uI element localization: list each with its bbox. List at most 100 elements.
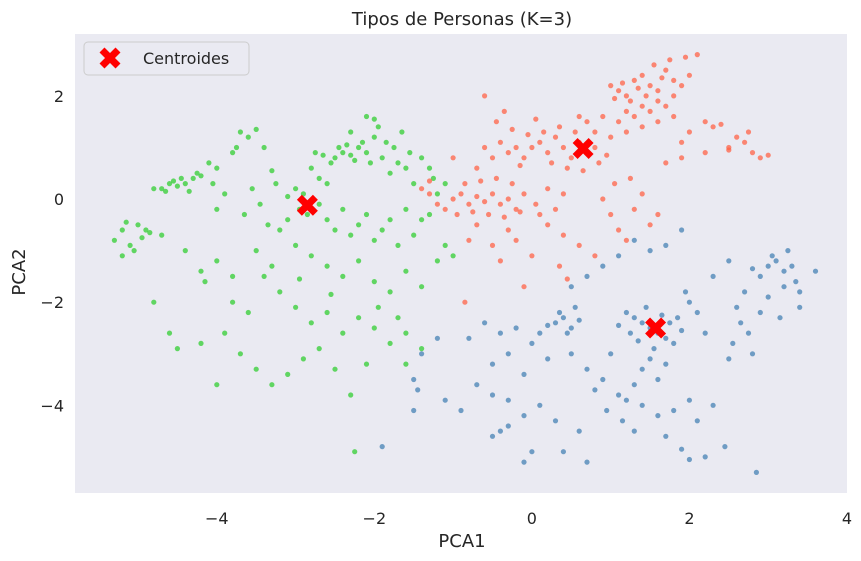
scatter-point: [363, 361, 370, 367]
scatter-point: [285, 217, 291, 223]
scatter-point: [501, 108, 507, 114]
scatter-point: [671, 93, 677, 99]
scatter-point: [730, 340, 736, 346]
scatter-point: [442, 397, 448, 403]
scatter-point: [285, 193, 291, 200]
scatter-point: [434, 335, 440, 341]
scatter-point: [403, 330, 409, 336]
scatter-point: [663, 242, 669, 248]
scatter-point: [608, 134, 614, 140]
scatter-point: [387, 217, 393, 223]
scatter-point: [639, 366, 645, 372]
scatter-point: [493, 175, 499, 181]
scatter-point: [241, 211, 247, 218]
scatter-point: [198, 268, 204, 274]
scatter-point: [749, 266, 756, 272]
scatter-point: [600, 113, 606, 120]
scatter-point: [686, 72, 693, 78]
scatter-point: [442, 181, 448, 187]
scatter-point: [765, 263, 771, 269]
scatter-point: [163, 188, 169, 194]
scatter-point: [501, 214, 507, 220]
scatter-point: [332, 227, 338, 233]
scatter-point: [572, 129, 578, 135]
scatter-point: [734, 304, 740, 310]
scatter-point: [560, 315, 567, 321]
scatter-point: [639, 72, 645, 78]
scatter-point: [584, 459, 590, 465]
scatter-point: [375, 124, 381, 130]
scatter-point: [812, 268, 819, 274]
scatter-point: [568, 325, 574, 331]
scatter-point: [639, 103, 645, 109]
scatter-point: [119, 253, 125, 259]
scatter-point: [363, 150, 370, 156]
scatter-point: [671, 77, 677, 83]
scatter-point: [411, 181, 417, 187]
scatter-point: [253, 248, 259, 254]
scatter-point: [616, 392, 622, 398]
scatter-point: [627, 98, 634, 104]
x-tick-label: −4: [205, 509, 229, 528]
scatter-point: [584, 119, 590, 125]
scatter-point: [166, 181, 173, 187]
scatter-point: [419, 346, 425, 352]
scatter-point: [675, 315, 681, 321]
scatter-point: [466, 335, 472, 341]
scatter-point: [529, 253, 535, 259]
scatter-point: [363, 211, 370, 218]
scatter-point: [529, 340, 535, 346]
y-tick-label: −2: [40, 293, 64, 312]
scatter-point: [552, 418, 559, 424]
scatter-point: [135, 222, 141, 228]
scatter-point: [655, 211, 661, 218]
scatter-point: [742, 139, 748, 145]
scatter-point: [505, 397, 511, 403]
scatter-point: [111, 237, 117, 243]
scatter-point: [521, 459, 527, 465]
scatter-point: [497, 330, 503, 336]
scatter-point: [505, 196, 511, 202]
scatter-point: [312, 150, 318, 156]
scatter-point: [568, 351, 574, 357]
scatter-point: [694, 52, 700, 58]
scatter-point: [379, 444, 385, 450]
points-layer: [111, 52, 819, 475]
y-tick-label: 2: [54, 87, 64, 106]
scatter-point: [679, 155, 685, 161]
centroid-marker: [572, 138, 594, 159]
scatter-point: [304, 211, 310, 218]
scatter-point: [430, 175, 436, 181]
scatter-point: [399, 129, 405, 135]
scatter-point: [556, 263, 563, 269]
scatter-point: [738, 320, 744, 326]
scatter-point: [537, 330, 543, 336]
scatter-point: [166, 330, 173, 336]
scatter-point: [348, 152, 354, 158]
scatter-point: [671, 340, 677, 346]
scatter-point: [631, 237, 637, 243]
scatter-point: [623, 108, 630, 114]
scatter-point: [572, 304, 578, 310]
scatter-point: [627, 175, 634, 181]
scatter-point: [253, 126, 259, 132]
scatter-point: [442, 242, 448, 248]
scatter-point: [391, 144, 397, 151]
scatter-point: [592, 253, 598, 259]
scatter-point: [631, 428, 637, 434]
scatter-point: [521, 155, 527, 161]
scatter-point: [273, 181, 279, 187]
scatter-point: [608, 83, 614, 89]
scatter-point: [667, 320, 673, 326]
x-axis-label: PCA1: [438, 531, 485, 552]
scatter-point: [702, 119, 708, 125]
scatter-point: [419, 186, 425, 192]
scatter-point: [757, 155, 763, 161]
scatter-point: [521, 191, 527, 197]
scatter-point: [647, 222, 653, 228]
scatter-point: [663, 67, 669, 73]
scatter-point: [749, 150, 756, 156]
scatter-point: [663, 361, 669, 367]
scatter-point: [513, 237, 519, 243]
